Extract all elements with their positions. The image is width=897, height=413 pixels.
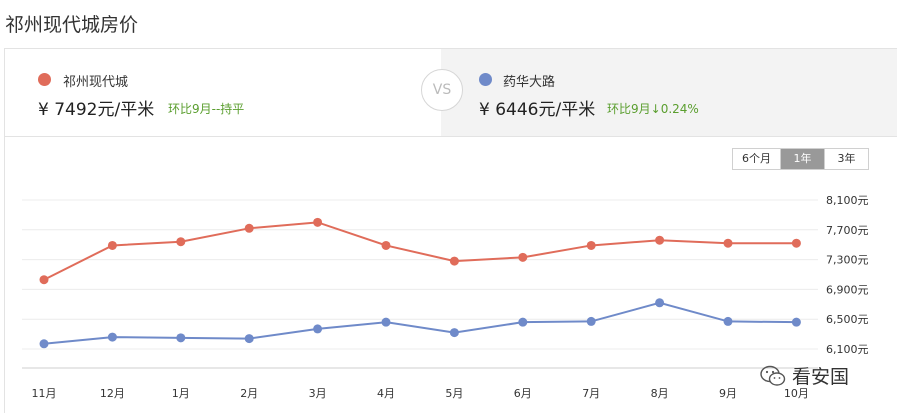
data-point <box>176 237 186 247</box>
data-point <box>586 240 596 250</box>
x-tick-label: 2月 <box>240 387 258 400</box>
data-point <box>381 317 391 327</box>
series-line-2 <box>43 301 797 345</box>
data-point <box>655 298 665 308</box>
right-price: ¥ 6446元/平米 <box>479 100 596 120</box>
x-tick-label: 7月 <box>582 387 600 400</box>
x-tick-label: 6月 <box>514 387 532 400</box>
data-point <box>107 240 117 250</box>
time-range-tabs: 6个月 1年 3年 <box>732 148 869 170</box>
data-point <box>313 324 323 334</box>
y-tick-label: 8,100元 <box>826 194 869 207</box>
data-point <box>723 316 733 326</box>
data-point <box>791 238 801 248</box>
right-trend: 环比9月↓0.24% <box>607 102 699 116</box>
data-point <box>107 332 117 342</box>
data-point <box>313 217 323 227</box>
data-point <box>39 339 49 349</box>
left-legend-dot <box>38 73 51 86</box>
range-tab-6-months[interactable]: 6个月 <box>742 152 771 165</box>
x-tick-label: 1月 <box>172 387 190 400</box>
data-point <box>655 235 665 245</box>
range-tab-1-year[interactable]: 1年 <box>780 149 824 169</box>
right-legend-dot <box>479 73 492 86</box>
comparison-panel: 祁州现代城 ¥ 7492元/平米 环比9月--持平 VS 药华大路 ¥ 6446… <box>4 48 897 137</box>
left-price: ¥ 7492元/平米 <box>38 100 155 120</box>
x-tick-label: 12月 <box>100 387 125 400</box>
x-tick-label: 11月 <box>32 387 57 400</box>
y-tick-label: 6,900元 <box>826 283 869 296</box>
data-point <box>518 252 528 262</box>
data-point <box>449 328 459 338</box>
watermark: 看安国 <box>760 362 849 389</box>
y-tick-label: 6,500元 <box>826 313 869 326</box>
range-tab-3-years[interactable]: 3年 <box>824 149 868 169</box>
vs-badge: VS <box>421 69 463 111</box>
x-tick-label: 5月 <box>445 387 463 400</box>
y-tick-label: 7,700元 <box>826 224 869 237</box>
chart-area <box>4 135 897 413</box>
x-tick-label: 4月 <box>377 387 395 400</box>
data-point <box>39 275 49 285</box>
data-point <box>244 223 254 233</box>
y-tick-label: 6,100元 <box>826 343 869 356</box>
left-trend: 环比9月--持平 <box>168 102 245 116</box>
data-point <box>723 238 733 248</box>
right-name: 药华大路 <box>503 75 556 90</box>
x-tick-label: 8月 <box>651 387 669 400</box>
data-point <box>176 333 186 343</box>
data-point <box>244 334 254 344</box>
left-summary: 祁州现代城 ¥ 7492元/平米 环比9月--持平 <box>4 49 442 136</box>
series-line-1 <box>43 221 797 281</box>
x-tick-label: 3月 <box>309 387 327 400</box>
right-summary: 药华大路 ¥ 6446元/平米 环比9月↓0.24% <box>441 49 897 136</box>
data-point <box>791 317 801 327</box>
x-tick-label: 10月 <box>784 387 809 400</box>
left-name: 祁州现代城 <box>63 75 129 90</box>
y-tick-label: 7,300元 <box>826 254 869 267</box>
x-tick-label: 9月 <box>719 387 737 400</box>
data-point <box>518 317 528 327</box>
page-title: 祁州现代城房价 <box>5 14 139 36</box>
data-point <box>381 240 391 250</box>
wechat-icon <box>760 365 786 386</box>
watermark-text: 看安国 <box>792 366 850 388</box>
data-point <box>586 316 596 326</box>
data-point <box>449 256 459 266</box>
